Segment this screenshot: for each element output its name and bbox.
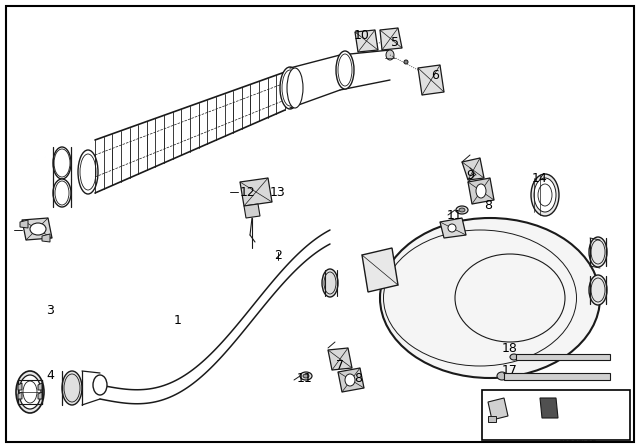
Text: 18: 18 — [502, 341, 518, 354]
Polygon shape — [462, 158, 484, 180]
Ellipse shape — [322, 269, 338, 297]
Ellipse shape — [53, 147, 71, 179]
Text: 10: 10 — [354, 29, 370, 42]
Polygon shape — [22, 218, 52, 240]
Text: 15: 15 — [482, 392, 498, 405]
Ellipse shape — [522, 406, 530, 414]
Ellipse shape — [345, 374, 355, 386]
Ellipse shape — [456, 206, 468, 214]
Text: 16: 16 — [520, 392, 536, 405]
Ellipse shape — [380, 218, 600, 378]
Text: 3: 3 — [46, 303, 54, 316]
Ellipse shape — [476, 184, 486, 198]
Ellipse shape — [19, 375, 41, 409]
Bar — [504, 373, 610, 380]
Text: 12: 12 — [240, 185, 256, 198]
Ellipse shape — [459, 208, 465, 212]
Text: 11: 11 — [447, 208, 463, 221]
Ellipse shape — [53, 179, 71, 207]
Ellipse shape — [448, 224, 456, 232]
Polygon shape — [418, 65, 444, 95]
Polygon shape — [540, 398, 558, 418]
Polygon shape — [440, 218, 466, 238]
Text: 14: 14 — [532, 172, 548, 185]
Ellipse shape — [303, 374, 309, 378]
Text: 6: 6 — [431, 69, 439, 82]
Polygon shape — [18, 383, 22, 390]
Text: 7: 7 — [336, 358, 344, 371]
Ellipse shape — [62, 371, 82, 405]
Ellipse shape — [404, 60, 408, 64]
Text: cc1eb/02: cc1eb/02 — [559, 434, 597, 443]
Ellipse shape — [497, 372, 507, 380]
Polygon shape — [38, 392, 42, 399]
Polygon shape — [42, 234, 50, 242]
Polygon shape — [18, 392, 22, 399]
Polygon shape — [468, 178, 494, 204]
Text: 8: 8 — [354, 371, 362, 384]
Ellipse shape — [589, 275, 607, 305]
Ellipse shape — [531, 174, 559, 216]
Polygon shape — [328, 348, 352, 370]
Text: 11: 11 — [297, 371, 313, 384]
Ellipse shape — [280, 67, 300, 109]
Polygon shape — [488, 398, 508, 420]
Ellipse shape — [30, 223, 46, 235]
Polygon shape — [240, 178, 272, 206]
Polygon shape — [244, 204, 260, 218]
Text: 5: 5 — [391, 35, 399, 48]
Text: 9: 9 — [466, 168, 474, 181]
Ellipse shape — [287, 68, 303, 108]
Polygon shape — [38, 383, 42, 390]
Polygon shape — [488, 416, 496, 422]
Text: 1: 1 — [174, 314, 182, 327]
Ellipse shape — [336, 51, 354, 89]
Text: 13: 13 — [270, 185, 286, 198]
Ellipse shape — [93, 375, 107, 395]
Text: 17: 17 — [502, 363, 518, 376]
Ellipse shape — [16, 371, 44, 413]
Polygon shape — [338, 368, 364, 392]
Text: 2: 2 — [274, 249, 282, 262]
Text: 8: 8 — [484, 198, 492, 211]
Polygon shape — [380, 28, 402, 50]
Ellipse shape — [300, 372, 312, 380]
Text: 4: 4 — [46, 369, 54, 382]
Bar — [482, 390, 630, 440]
Ellipse shape — [534, 178, 556, 212]
Ellipse shape — [386, 50, 394, 60]
Polygon shape — [355, 30, 378, 52]
Polygon shape — [362, 248, 398, 292]
Ellipse shape — [510, 354, 518, 360]
Ellipse shape — [589, 237, 607, 267]
Ellipse shape — [518, 402, 534, 418]
Ellipse shape — [78, 150, 98, 194]
Polygon shape — [20, 220, 28, 228]
Bar — [516, 354, 610, 360]
